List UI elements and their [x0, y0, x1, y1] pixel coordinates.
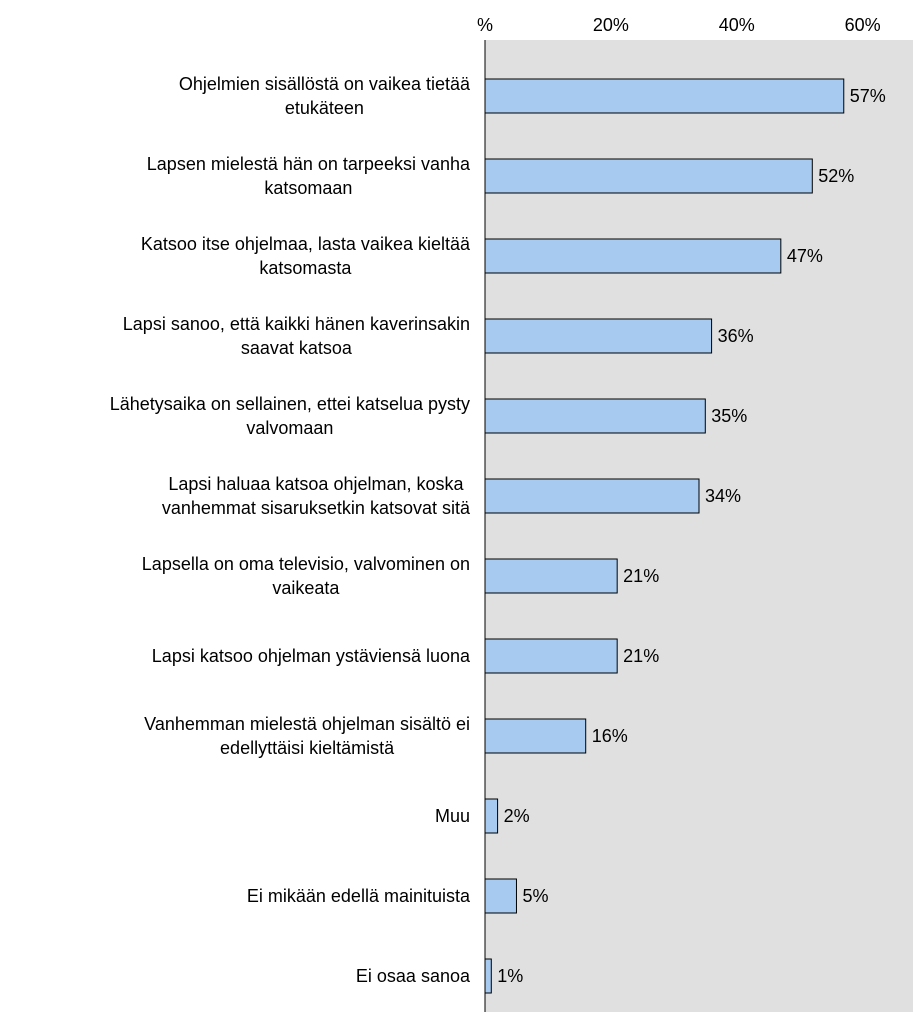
- x-tick-label: 40%: [719, 15, 755, 35]
- y-tick-label: Lapsi katsoo ohjelman ystäviensä luona: [151, 646, 470, 666]
- bar: [484, 958, 492, 994]
- category-label-box: Lähetysaika on sellainen, ettei katselua…: [0, 392, 470, 440]
- data-label: 57%: [850, 86, 886, 106]
- y-tick-label: Katsoo itse ohjelmaa, lasta vaikea kielt…: [140, 234, 470, 278]
- y-tick-label: Ei mikään edellä mainituista: [246, 886, 470, 906]
- y-tick-label: Ohjelmien sisällöstä on vaikea tietää et…: [178, 74, 470, 118]
- data-label: 2%: [504, 806, 530, 826]
- y-tick-label: Lapsi sanoo, että kaikki hänen kaverinsa…: [122, 314, 470, 358]
- y-tick-label: Ei osaa sanoa: [355, 966, 470, 986]
- category-label-box: Ei osaa sanoa: [0, 964, 470, 988]
- category-label-box: Ohjelmien sisällöstä on vaikea tietää et…: [0, 72, 470, 120]
- bar: [484, 318, 713, 354]
- x-tick-label: %: [477, 15, 493, 35]
- bar: [484, 238, 782, 274]
- y-tick-label: Lapsen mielestä hän on tarpeeksi vanha k…: [146, 154, 470, 198]
- x-tick-label: 60%: [845, 15, 881, 35]
- data-label: 36%: [718, 326, 754, 346]
- category-label-box: Ei mikään edellä mainituista: [0, 884, 470, 908]
- category-label-box: Muu: [0, 804, 470, 828]
- data-label: 5%: [522, 886, 548, 906]
- bar: [484, 78, 845, 114]
- bar: [484, 798, 499, 834]
- y-tick-label: Muu: [434, 806, 470, 826]
- category-label-box: Vanhemman mielestä ohjelman sisältö ei e…: [0, 712, 470, 760]
- data-label: 16%: [592, 726, 628, 746]
- data-label: 21%: [623, 566, 659, 586]
- category-label-box: Lapsi haluaa katsoa ohjelman, koska vanh…: [0, 472, 470, 520]
- y-tick-label: Lähetysaika on sellainen, ettei katselua…: [109, 394, 470, 438]
- bar: [484, 638, 618, 674]
- plot-background: [485, 40, 913, 1012]
- category-label-box: Lapsi sanoo, että kaikki hänen kaverinsa…: [0, 312, 470, 360]
- data-label: 1%: [497, 966, 523, 986]
- data-label: 21%: [623, 646, 659, 666]
- y-tick-label: Lapsella on oma televisio, valvominen on…: [141, 554, 470, 598]
- y-tick-label: Vanhemman mielestä ohjelman sisältö ei e…: [144, 714, 470, 758]
- category-label-box: Katsoo itse ohjelmaa, lasta vaikea kielt…: [0, 232, 470, 280]
- data-label: 34%: [705, 486, 741, 506]
- bar: [484, 478, 700, 514]
- bar: [484, 558, 618, 594]
- data-label: 35%: [711, 406, 747, 426]
- bar: [484, 878, 517, 914]
- bar: [484, 718, 587, 754]
- category-label-box: Lapsen mielestä hän on tarpeeksi vanha k…: [0, 152, 470, 200]
- bar: [484, 398, 706, 434]
- x-tick-label: 20%: [593, 15, 629, 35]
- data-label: 47%: [787, 246, 823, 266]
- category-label-box: Lapsi katsoo ohjelman ystäviensä luona: [0, 644, 470, 668]
- bar: [484, 158, 813, 194]
- y-tick-label: Lapsi haluaa katsoa ohjelman, koska vanh…: [161, 474, 470, 518]
- category-label-box: Lapsella on oma televisio, valvominen on…: [0, 552, 470, 600]
- data-label: 52%: [818, 166, 854, 186]
